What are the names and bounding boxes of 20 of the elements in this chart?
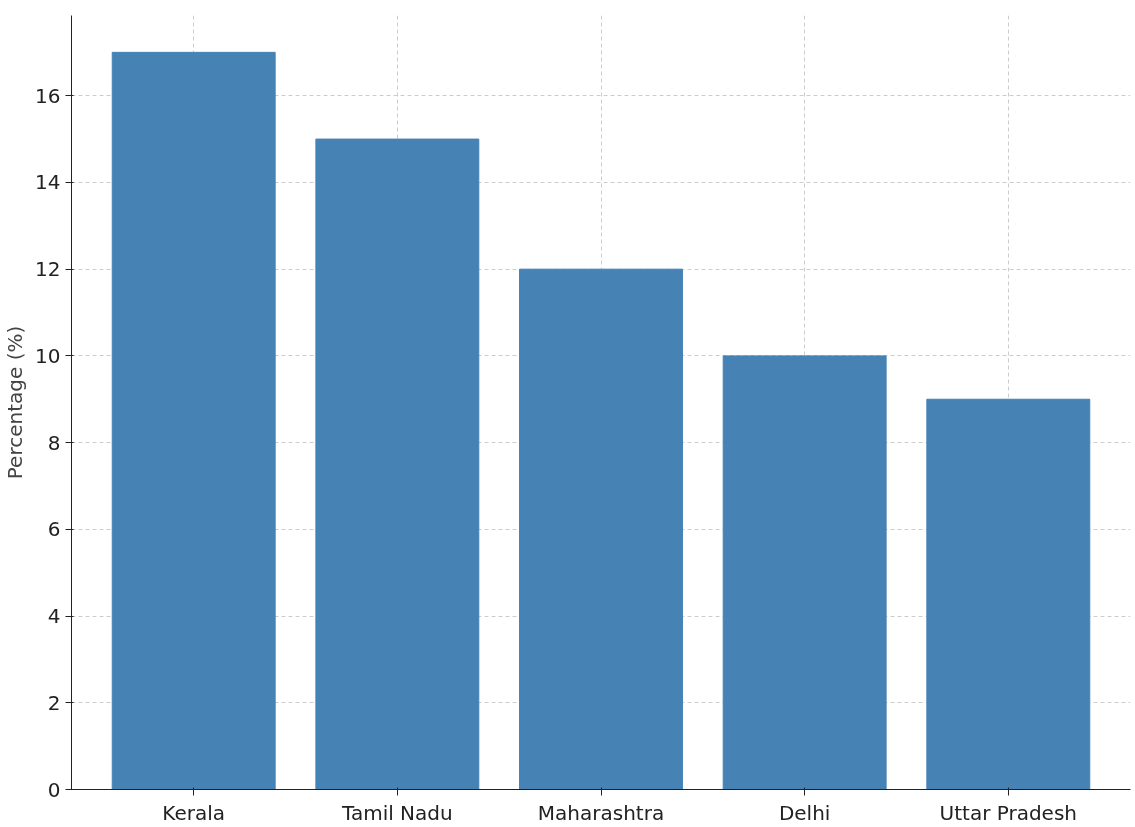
bar: [315, 138, 480, 790]
y-tick-label: 8: [47, 430, 61, 455]
y-tick-label: 12: [35, 257, 61, 282]
y-tick-label: 14: [35, 170, 61, 195]
y-tick-label: 10: [35, 343, 61, 368]
bar: [111, 51, 276, 790]
bar: [926, 398, 1091, 790]
y-tick-label: 6: [47, 517, 61, 542]
x-tick-label: Kerala: [162, 800, 226, 825]
y-tick-label: 0: [47, 777, 61, 802]
y-tick-label: 4: [47, 604, 61, 629]
y-tick-label: 16: [35, 83, 61, 108]
y-tick-label: 2: [47, 690, 61, 715]
bar: [722, 355, 887, 790]
x-tick-label: Delhi: [778, 800, 831, 825]
bar: [519, 268, 683, 790]
x-tick-label: Maharashtra: [537, 800, 665, 825]
x-tick-label: Tamil Nadu: [340, 800, 453, 825]
y-axis-title: Percentage (%): [3, 325, 28, 480]
x-tick-label: Uttar Pradesh: [939, 800, 1078, 825]
